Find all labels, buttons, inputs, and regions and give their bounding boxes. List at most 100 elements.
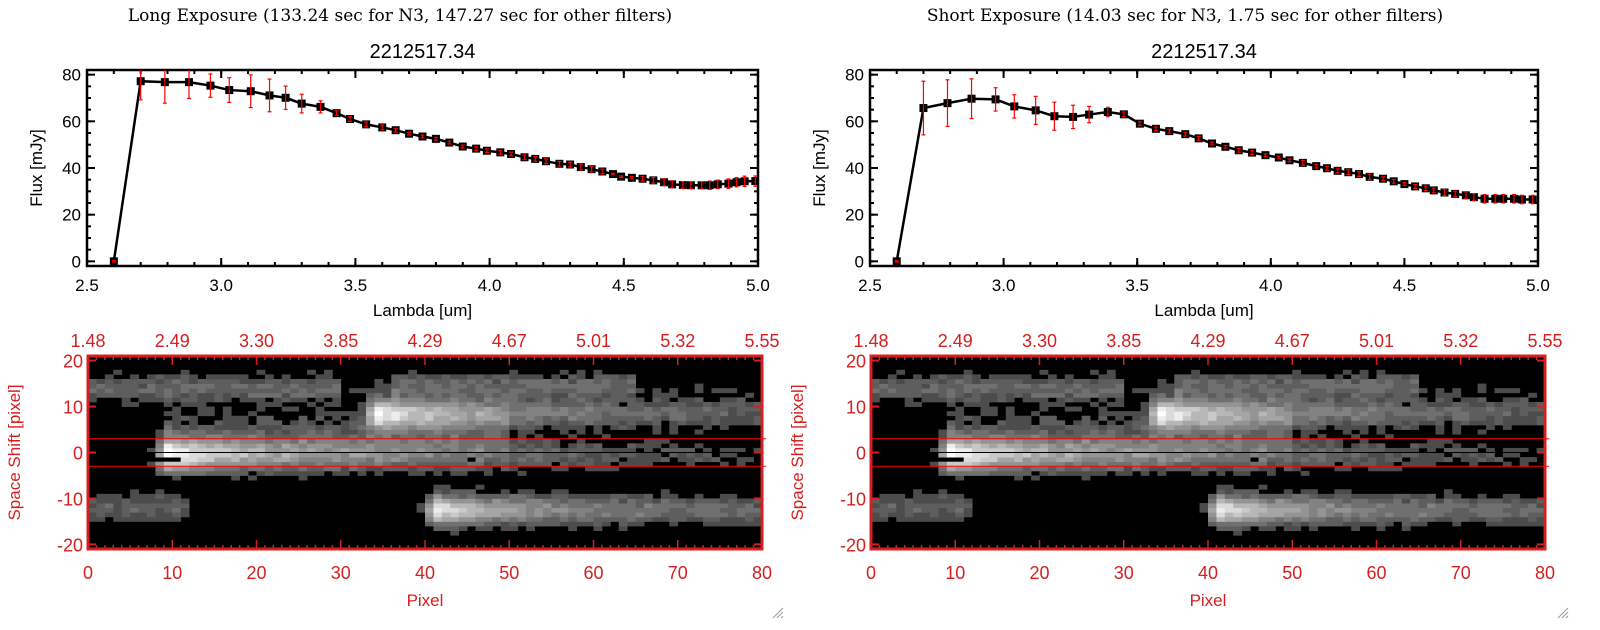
image-pixel [526, 388, 535, 394]
image-pixel [1174, 420, 1184, 426]
image-pixel [1292, 521, 1302, 527]
image-pixel [946, 383, 956, 389]
image-pixel [1005, 466, 1015, 472]
image-pixel [1022, 392, 1032, 398]
image-pixel [1047, 392, 1057, 398]
image-pixel [323, 424, 333, 430]
x-tick-label: 80 [752, 563, 772, 583]
image-pixel [1410, 503, 1420, 509]
image-pixel [1469, 452, 1478, 458]
error-bar [715, 179, 720, 190]
image-pixel [955, 438, 965, 444]
image-pixel [542, 516, 552, 522]
image-pixel [130, 503, 139, 509]
image-pixel [382, 443, 392, 449]
image-pixel [980, 424, 990, 430]
image-pixel [1536, 507, 1546, 513]
image-pixel [542, 447, 552, 453]
image-pixel [433, 489, 443, 495]
image-pixel [1452, 443, 1462, 449]
image-pixel [1511, 420, 1521, 426]
image-pixel [1351, 392, 1361, 398]
image-pixel [1258, 507, 1268, 513]
image-pixel [534, 383, 544, 389]
image-pixel [281, 470, 291, 476]
y-axis-label: Space Shift [pixel] [5, 384, 24, 520]
error-bar [498, 149, 503, 155]
image-pixel [1149, 452, 1158, 458]
image-pixel [1056, 388, 1066, 394]
y-tick-label: -20 [57, 535, 83, 555]
image-pixel [1393, 466, 1403, 472]
image-pixel [264, 420, 274, 426]
image-pixel [1292, 493, 1302, 499]
image-pixel [1250, 411, 1259, 417]
image-pixel [896, 512, 906, 518]
image-pixel [1528, 411, 1537, 417]
image-pixel [551, 420, 561, 426]
image-pixel [559, 392, 569, 398]
image-pixel [1098, 415, 1108, 421]
image-pixel [180, 429, 190, 435]
image-pixel [1056, 392, 1066, 398]
image-pixel [332, 401, 342, 407]
image-pixel [711, 420, 721, 426]
image-pixel [1199, 374, 1209, 380]
image-pixel [1005, 434, 1015, 440]
resize-handle-icon[interactable] [772, 607, 784, 619]
image-pixel [1039, 383, 1049, 389]
image-pixel [1056, 420, 1066, 426]
image-pixel [1494, 406, 1504, 412]
image-pixel [1047, 401, 1057, 407]
image-pixel [332, 434, 342, 440]
image-pixel [290, 466, 300, 472]
image-pixel [1435, 512, 1445, 518]
image-pixel [96, 503, 106, 509]
image-pixel [1233, 530, 1243, 536]
resize-handle-icon[interactable] [1557, 607, 1569, 619]
image-pixel [155, 383, 165, 389]
image-pixel [130, 392, 139, 398]
spectral-image-plot: 01.48102.49203.30303.85404.29504.67605.0… [788, 331, 1563, 610]
image-pixel [264, 443, 274, 449]
image-pixel [1064, 443, 1074, 449]
image-pixel [963, 397, 973, 403]
image-pixel [88, 383, 97, 389]
image-pixel [1351, 493, 1361, 499]
image-pixel [1224, 374, 1234, 380]
image-pixel [955, 443, 965, 449]
image-pixel [627, 378, 637, 384]
image-pixel [972, 457, 981, 463]
image-pixel [281, 406, 291, 412]
image-pixel [1199, 420, 1209, 426]
image-pixel [408, 443, 417, 449]
image-pixel [1199, 397, 1209, 403]
image-pixel [180, 507, 190, 513]
image-pixel [374, 461, 384, 467]
image-pixel [399, 452, 409, 458]
image-pixel [517, 447, 527, 453]
image-pixel [1208, 498, 1217, 504]
image-pixel [1368, 388, 1377, 394]
image-pixel [879, 503, 889, 509]
image-pixel [1199, 503, 1209, 509]
image-pixel [391, 438, 401, 444]
image-pixel [728, 411, 738, 417]
image-pixel [222, 470, 232, 476]
image-pixel [399, 397, 409, 403]
image-pixel [963, 388, 973, 394]
error-bar [969, 78, 974, 120]
image-pixel [576, 415, 586, 421]
image-pixel [1393, 397, 1403, 403]
image-pixel [1098, 392, 1108, 398]
image-pixel [483, 461, 493, 467]
image-pixel [391, 452, 401, 458]
image-pixel [1022, 452, 1032, 458]
image-pixel [1435, 388, 1445, 394]
image-pixel [1435, 392, 1445, 398]
image-pixel [1005, 392, 1015, 398]
image-pixel [1393, 498, 1403, 504]
image-pixel [1149, 447, 1158, 453]
image-pixel [290, 438, 300, 444]
image-pixel [180, 369, 190, 375]
